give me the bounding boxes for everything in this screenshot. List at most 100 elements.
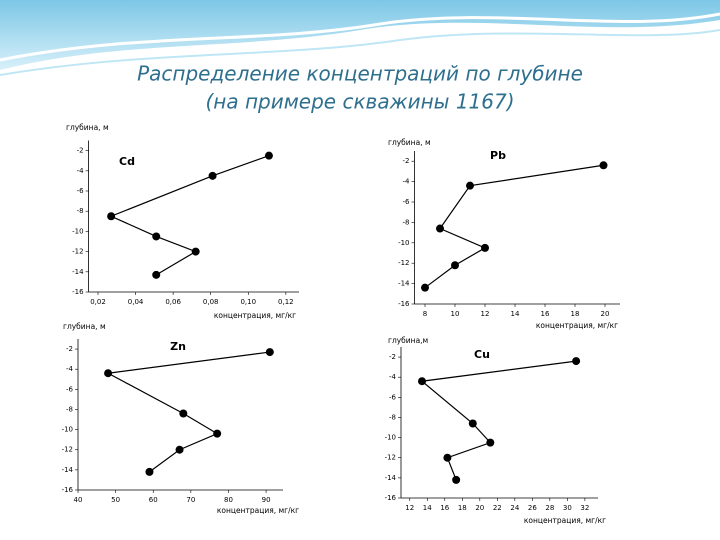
data-point xyxy=(191,247,200,256)
y-tick-label: -12 xyxy=(62,446,73,454)
y-tick-label: -16 xyxy=(72,288,84,296)
y-tick-label: -12 xyxy=(72,248,83,256)
data-point xyxy=(481,243,489,252)
wave-line xyxy=(0,29,720,76)
x-tick-label: 16 xyxy=(541,310,550,318)
data-point xyxy=(145,467,154,476)
data-point xyxy=(436,224,444,233)
y-axis-label: глубина, м xyxy=(63,322,106,331)
wave-line xyxy=(0,12,720,62)
y-tick-label: -2 xyxy=(389,353,396,361)
x-tick-label: 32 xyxy=(580,504,589,512)
data-point xyxy=(152,270,161,279)
x-tick-label: 26 xyxy=(528,504,537,512)
x-tick-label: 60 xyxy=(149,496,158,504)
x-tick-label: 16 xyxy=(440,504,449,512)
y-tick-label: -14 xyxy=(385,474,397,482)
data-point xyxy=(468,419,477,428)
y-tick-label: -14 xyxy=(72,268,84,276)
series-name: Cd xyxy=(119,155,135,168)
x-tick-label: 12 xyxy=(481,310,490,318)
y-tick-label: -10 xyxy=(398,239,409,247)
x-tick-label: 40 xyxy=(74,496,83,504)
data-point xyxy=(421,283,429,292)
x-tick-label: 0,06 xyxy=(165,298,181,306)
series-line xyxy=(420,360,577,481)
y-tick-label: -8 xyxy=(77,207,84,215)
x-tick-label: 20 xyxy=(601,310,610,318)
x-tick-label: 80 xyxy=(224,496,233,504)
x-axis-label: концентрация, мг/кг xyxy=(524,516,606,525)
y-tick-label: -8 xyxy=(403,218,410,226)
y-tick-label: -6 xyxy=(403,198,411,206)
y-axis-label: глубина, м xyxy=(388,138,431,147)
x-tick-label: 70 xyxy=(186,496,195,504)
x-tick-label: 0,08 xyxy=(203,298,219,306)
y-tick-label: -16 xyxy=(385,494,397,502)
y-tick-label: -10 xyxy=(62,426,73,434)
data-point xyxy=(599,161,608,170)
header-wave xyxy=(0,0,720,70)
y-axis-label: глубина,м xyxy=(388,336,428,345)
y-tick-label: -4 xyxy=(77,167,85,175)
y-tick-label: -4 xyxy=(389,373,397,381)
data-point xyxy=(265,348,274,357)
x-tick-label: 24 xyxy=(510,504,519,512)
data-point xyxy=(451,261,459,270)
x-tick-label: 18 xyxy=(571,310,580,318)
y-tick-label: -16 xyxy=(398,300,410,308)
x-tick-label: 22 xyxy=(493,504,502,512)
data-point xyxy=(175,445,184,454)
data-point xyxy=(208,171,217,180)
y-tick-label: -8 xyxy=(389,413,396,421)
y-tick-label: -8 xyxy=(66,405,73,413)
data-point xyxy=(572,357,581,366)
series-name: Pb xyxy=(490,149,506,162)
y-tick-label: -12 xyxy=(398,259,409,267)
x-tick-label: 14 xyxy=(423,504,432,512)
x-tick-label: 20 xyxy=(475,504,484,512)
x-axis-label: концентрация, мг/кг xyxy=(536,321,618,330)
x-tick-label: 0,04 xyxy=(128,298,144,306)
series-line xyxy=(106,351,270,473)
y-tick-label: -6 xyxy=(77,187,85,195)
y-tick-label: -4 xyxy=(66,365,74,373)
x-tick-label: 0,02 xyxy=(90,298,106,306)
x-tick-label: 14 xyxy=(511,310,520,318)
data-point xyxy=(179,409,188,418)
y-tick-label: -6 xyxy=(389,393,397,401)
data-point xyxy=(418,377,427,386)
y-tick-label: -2 xyxy=(66,345,73,353)
x-tick-label: 12 xyxy=(405,504,414,512)
series-name: Cu xyxy=(474,348,490,361)
series-line xyxy=(424,164,604,289)
data-point xyxy=(152,232,161,241)
y-axis-label: глубина, м xyxy=(66,123,109,132)
y-tick-label: -2 xyxy=(403,157,410,165)
slide-title: Распределение концентраций по глубине xyxy=(137,62,583,86)
x-axis-label: концентрация, мг/кг xyxy=(214,311,296,320)
series-name: Zn xyxy=(170,340,186,353)
y-tick-label: -4 xyxy=(403,178,411,186)
y-tick-label: -14 xyxy=(62,466,74,474)
data-point xyxy=(104,369,113,378)
y-tick-label: -14 xyxy=(398,280,410,288)
data-point xyxy=(452,475,461,484)
x-axis-label: концентрация, мг/кг xyxy=(217,506,299,515)
data-point xyxy=(443,453,452,462)
x-tick-label: 30 xyxy=(563,504,572,512)
x-tick-label: 90 xyxy=(262,496,271,504)
y-tick-label: -6 xyxy=(66,385,74,393)
x-tick-label: 18 xyxy=(458,504,467,512)
data-point xyxy=(213,429,222,438)
y-tick-label: -16 xyxy=(62,486,74,494)
x-tick-label: 0,12 xyxy=(278,298,294,306)
y-tick-label: -10 xyxy=(72,227,83,235)
x-tick-label: 8 xyxy=(423,310,427,318)
x-tick-label: 0,10 xyxy=(240,298,256,306)
slide-subtitle: (на примере скважины 1167) xyxy=(205,90,514,114)
series-line xyxy=(109,155,270,276)
y-tick-label: -12 xyxy=(385,454,396,462)
x-tick-label: 10 xyxy=(451,310,460,318)
